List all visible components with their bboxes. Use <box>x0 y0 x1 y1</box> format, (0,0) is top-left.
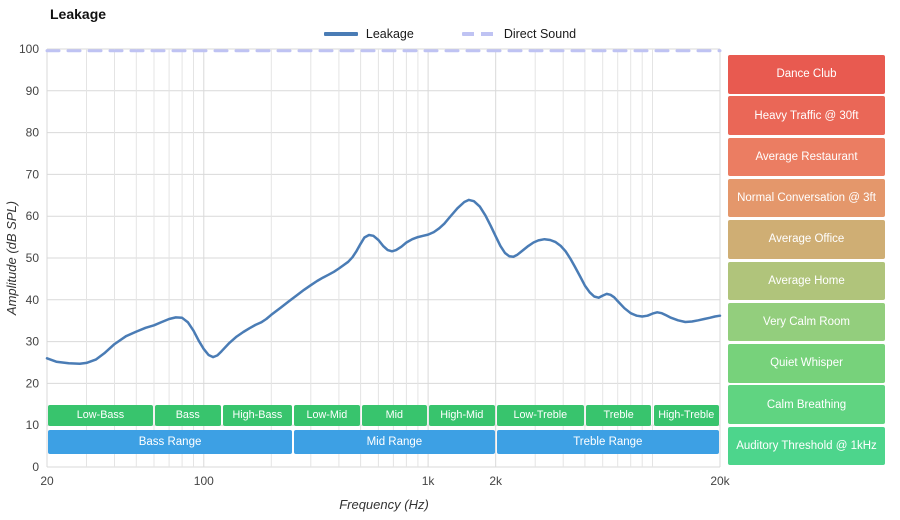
noise-level-very-calm-room: Very Calm Room <box>728 302 885 342</box>
legend-label-leakage: Leakage <box>365 27 414 41</box>
y-axis-title: Amplitude (dB SPL) <box>4 201 19 316</box>
x-tick-label: 100 <box>194 474 214 488</box>
y-tick-label: 80 <box>26 126 40 140</box>
series-leakage <box>45 198 722 366</box>
noise-level-calm-breathing: Calm Breathing <box>728 385 885 424</box>
range-mid-range[interactable]: Mid Range <box>294 429 495 454</box>
y-tick-label: 40 <box>26 293 40 307</box>
y-tick-label: 20 <box>26 376 40 390</box>
legend-item-direct-sound[interactable]: Direct Sound <box>461 27 577 41</box>
legend: Leakage Direct Sound <box>0 27 900 41</box>
x-axis-title: Frequency (Hz) <box>339 497 429 512</box>
x-tick-label: 20k <box>710 474 730 488</box>
noise-level-average-office: Average Office <box>728 220 885 259</box>
noise-reference-scale: Dance Club Heavy Traffic @ 30ft Average Re… <box>728 0 885 520</box>
band-low-treble[interactable]: Low-Treble <box>496 404 584 426</box>
leakage-line-swatch <box>323 32 358 36</box>
y-tick-label: 30 <box>26 335 40 349</box>
y-tick-label: 10 <box>26 418 40 432</box>
band-high-treble[interactable]: High-Treble <box>653 404 719 426</box>
y-tick-label: 90 <box>26 84 40 98</box>
band-low-mid[interactable]: Low-Mid <box>294 404 360 426</box>
y-tick-label: 60 <box>26 209 40 223</box>
band-low-bass[interactable]: Low-Bass <box>48 404 153 426</box>
noise-level-average-home: Average Home <box>728 261 885 300</box>
noise-level-auditory-threshold-1khz: Auditory Threshold @ 1kHz <box>728 426 885 466</box>
y-tick-label: 70 <box>26 167 40 181</box>
y-tick-label: 100 <box>19 42 39 56</box>
band-bass[interactable]: Bass <box>155 404 221 426</box>
range-bass-range[interactable]: Bass Range <box>48 429 293 454</box>
x-tick-label: 1k <box>422 474 436 488</box>
band-mid[interactable]: Mid <box>361 404 428 426</box>
noise-level-dance-club: Dance Club <box>728 55 885 94</box>
noise-level-quiet-whisper: Quiet Whisper <box>728 344 885 383</box>
band-treble[interactable]: Treble <box>585 404 652 426</box>
y-tick-label: 50 <box>26 251 40 265</box>
x-tick-label: 2k <box>489 474 503 488</box>
chart-title: Leakage <box>50 6 107 22</box>
x-tick-label: 20 <box>40 474 54 488</box>
legend-item-leakage[interactable]: Leakage <box>323 27 414 41</box>
legend-label-direct-sound: Direct Sound <box>503 27 577 41</box>
band-high-bass[interactable]: High-Bass <box>222 404 293 426</box>
noise-level-heavy-traffic-30ft: Heavy Traffic @ 30ft <box>728 96 885 135</box>
range-treble-range[interactable]: Treble Range <box>496 429 719 454</box>
noise-level-average-restaurant: Average Restaurant <box>728 137 885 177</box>
y-tick-label: 0 <box>32 460 39 474</box>
direct-sound-line-swatch <box>461 32 496 36</box>
band-high-mid[interactable]: High-Mid <box>429 404 495 426</box>
noise-level-normal-conversation-3ft: Normal Conversation @ 3ft <box>728 178 885 218</box>
